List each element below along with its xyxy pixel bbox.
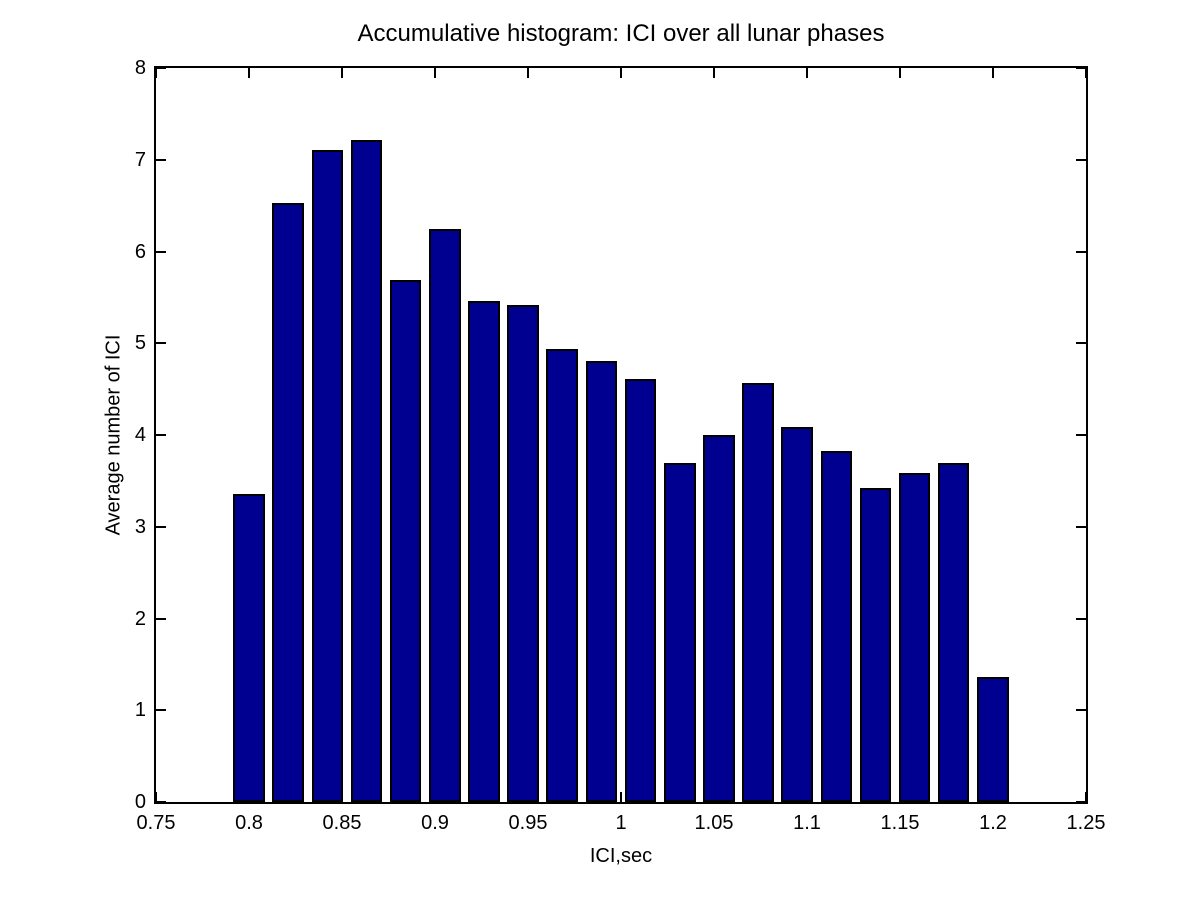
plot-area <box>155 67 1087 803</box>
histogram-bar <box>546 348 578 802</box>
x-tick-mark-top <box>1085 68 1087 78</box>
x-tick-label: 0.9 <box>421 812 449 834</box>
histogram-bar <box>585 360 618 802</box>
y-tick-mark-right <box>1076 251 1086 253</box>
y-tick-mark-right <box>1076 801 1086 803</box>
histogram-bar <box>977 677 1009 802</box>
y-tick-mark-right <box>1076 526 1086 528</box>
histogram-bar <box>429 228 461 802</box>
y-tick-label: 0 <box>134 791 146 813</box>
histogram-bar <box>507 304 539 802</box>
x-tick-mark-top <box>992 68 994 78</box>
y-tick-mark <box>156 67 166 69</box>
y-tick-mark-right <box>1076 67 1086 69</box>
histogram-bar <box>311 149 344 802</box>
x-tick-mark <box>155 792 157 802</box>
histogram-bar <box>624 379 657 802</box>
x-tick-mark-top <box>713 68 715 78</box>
y-tick-mark <box>156 159 166 161</box>
y-tick-mark <box>156 434 166 436</box>
y-tick-label: 3 <box>134 515 146 538</box>
x-tick-label: 1.15 <box>880 812 920 834</box>
x-axis-label: ICI,sec <box>589 845 653 867</box>
y-tick-mark-right <box>1076 618 1086 620</box>
histogram-bar <box>703 435 735 802</box>
y-tick-mark <box>156 709 166 711</box>
x-tick-label: 0.75 <box>136 812 176 834</box>
histogram-bar <box>468 301 500 802</box>
x-tick-label: 0.85 <box>322 812 362 834</box>
y-tick-label: 1 <box>134 699 146 722</box>
x-tick-mark-top <box>806 68 808 78</box>
histogram-bar <box>350 139 383 802</box>
x-tick-mark-top <box>248 68 250 78</box>
histogram-bar <box>664 462 696 802</box>
histogram-bar <box>820 450 853 802</box>
x-tick-mark-top <box>155 68 157 78</box>
x-tick-mark-top <box>434 68 436 78</box>
y-tick-label: 5 <box>134 332 146 355</box>
y-tick-label: 4 <box>134 424 146 446</box>
x-tick-mark-top <box>899 68 901 78</box>
y-tick-label: 7 <box>134 148 146 171</box>
chart-title: Accumulative histogram: ICI over all lun… <box>357 20 885 47</box>
x-tick-mark-top <box>341 68 343 78</box>
histogram-bar <box>233 493 265 802</box>
x-tick-mark-top <box>527 68 529 78</box>
x-tick-label: 1.25 <box>1066 812 1106 834</box>
y-tick-mark <box>156 251 166 253</box>
y-tick-mark <box>156 342 166 344</box>
histogram-bar <box>859 488 892 802</box>
x-tick-label: 1.2 <box>979 812 1007 834</box>
histogram-bar <box>937 462 970 802</box>
y-tick-label: 6 <box>134 240 146 263</box>
x-tick-mark <box>620 792 622 802</box>
y-tick-label: 2 <box>134 607 146 630</box>
x-tick-mark <box>1085 792 1087 802</box>
x-tick-mark-top <box>620 68 622 78</box>
histogram-bar <box>742 382 774 802</box>
x-tick-label: 0.95 <box>508 812 548 834</box>
histogram-bar <box>389 279 422 802</box>
x-tick-label: 1 <box>615 812 627 834</box>
plot-frame <box>154 66 1088 804</box>
histogram-bar <box>272 202 304 802</box>
y-tick-mark <box>156 801 166 803</box>
y-tick-mark <box>156 526 166 528</box>
y-tick-label: 8 <box>134 57 146 79</box>
y-tick-mark-right <box>1076 159 1086 161</box>
histogram-bar <box>781 426 813 802</box>
y-tick-mark-right <box>1076 709 1086 711</box>
y-tick-mark-right <box>1076 342 1086 344</box>
y-tick-mark <box>156 618 166 620</box>
x-tick-label: 1.05 <box>694 812 734 834</box>
x-tick-label: 1.1 <box>793 812 821 834</box>
histogram-bar <box>898 472 931 802</box>
y-tick-mark-right <box>1076 434 1086 436</box>
x-tick-label: 0.8 <box>235 812 263 834</box>
